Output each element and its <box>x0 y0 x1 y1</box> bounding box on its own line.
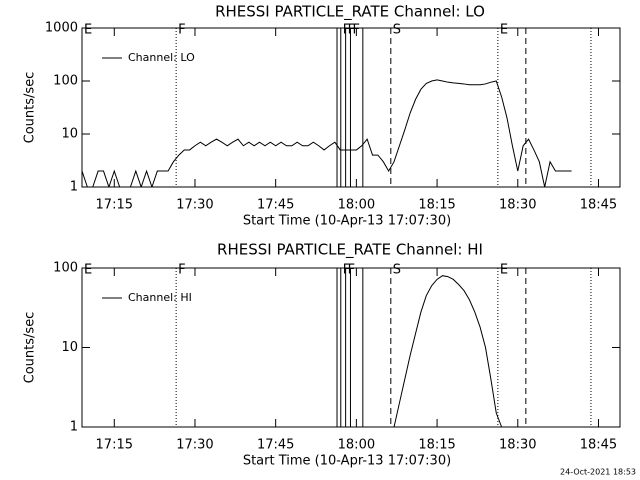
flag-label: S <box>393 23 401 38</box>
flag-label: S <box>393 263 401 278</box>
y-tick-label: 1 <box>70 420 78 435</box>
x-tick-label: 18:30 <box>499 438 536 453</box>
x-axis-label: Start Time (10-Apr-13 17:07:30) <box>243 214 451 229</box>
x-axis-label: Start Time (10-Apr-13 17:07:30) <box>243 454 451 469</box>
flag-label: F <box>178 23 185 38</box>
flag-label: E <box>500 263 508 278</box>
x-tick-label: 18:45 <box>580 438 617 453</box>
series-line <box>82 79 572 187</box>
x-tick-label: 17:30 <box>176 198 213 213</box>
y-tick-label: 10 <box>61 340 78 355</box>
x-tick-label: 17:30 <box>176 438 213 453</box>
x-tick-label: 17:15 <box>96 198 133 213</box>
y-tick-label: 100 <box>53 261 78 276</box>
flag-label: F <box>352 23 359 38</box>
series-line <box>393 275 503 427</box>
legend-label: Channel: HI <box>128 291 192 304</box>
x-tick-label: 17:15 <box>96 438 133 453</box>
chart-title: RHESSI PARTICLE_RATE Channel: HI <box>217 241 483 260</box>
x-tick-label: 17:45 <box>257 438 294 453</box>
flag-label: E <box>84 23 92 38</box>
y-axis-label: Counts/sec <box>23 312 38 384</box>
y-axis-label: Counts/sec <box>23 72 38 144</box>
x-tick-label: 18:00 <box>338 198 375 213</box>
x-tick-label: 18:15 <box>418 198 455 213</box>
flag-label: F <box>348 23 355 38</box>
x-tick-label: 18:30 <box>499 198 536 213</box>
y-tick-label: 1000 <box>45 21 78 36</box>
chart-title: RHESSI PARTICLE_RATE Channel: LO <box>215 3 485 22</box>
y-tick-label: 10 <box>61 127 78 142</box>
footer: 24-Oct-2021 18:53 <box>560 468 636 477</box>
y-tick-label: 1 <box>70 180 78 195</box>
x-tick-label: 17:45 <box>257 198 294 213</box>
flag-label: F <box>178 263 185 278</box>
flag-label: F <box>348 263 355 278</box>
y-tick-label: 100 <box>53 74 78 89</box>
legend-label: Channel: LO <box>128 51 195 64</box>
flag-label: E <box>500 23 508 38</box>
flag-label: F <box>343 263 350 278</box>
flag-label: F <box>343 23 350 38</box>
x-tick-label: 18:00 <box>338 438 375 453</box>
x-tick-label: 18:45 <box>580 198 617 213</box>
flag-label: E <box>84 263 92 278</box>
x-tick-label: 18:15 <box>418 438 455 453</box>
